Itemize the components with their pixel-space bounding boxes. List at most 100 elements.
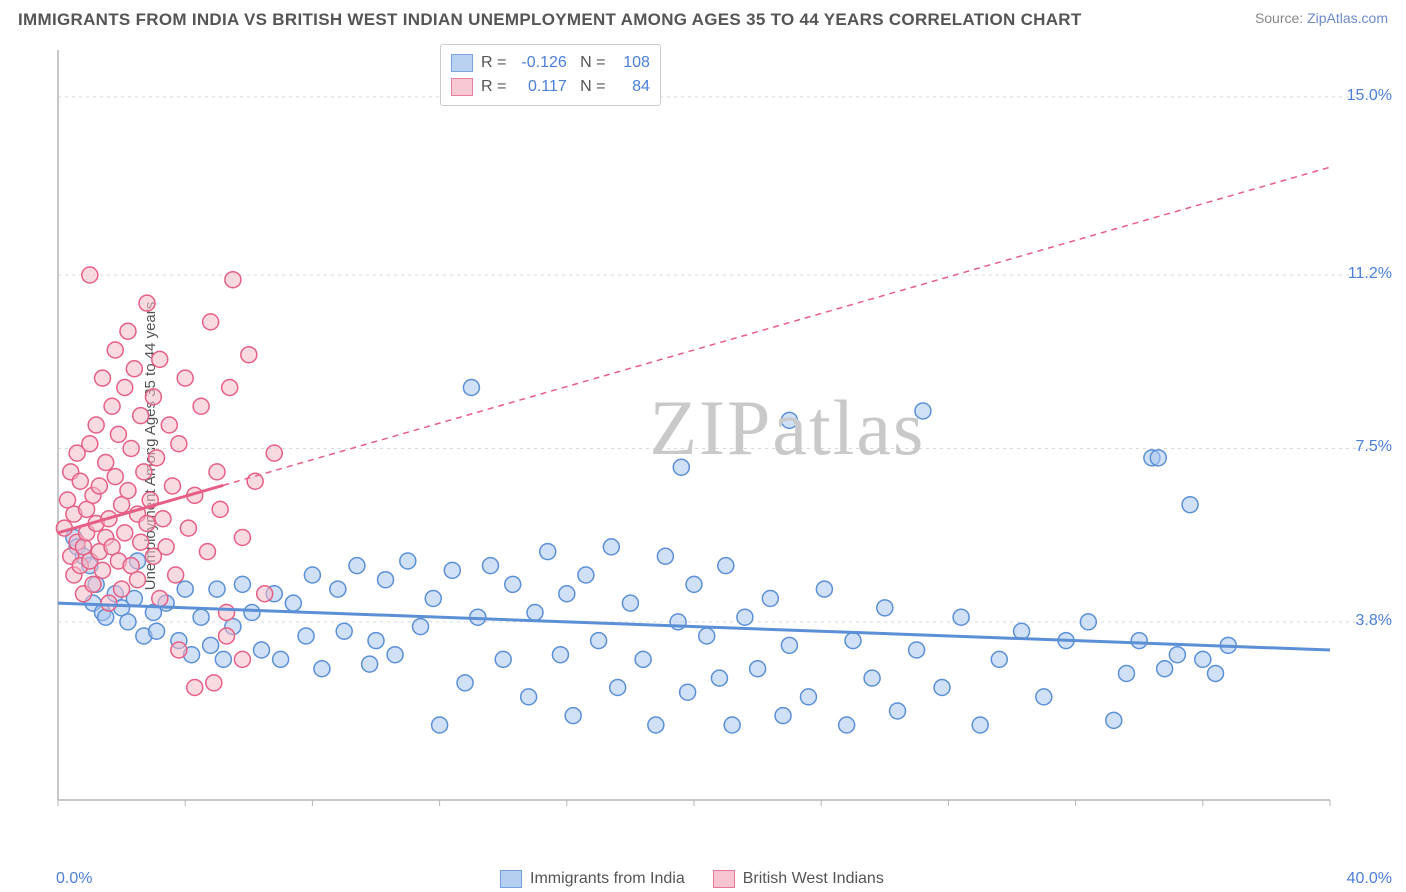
data-point (724, 717, 740, 733)
data-point (180, 520, 196, 536)
data-point (909, 642, 925, 658)
data-point (88, 417, 104, 433)
data-point (161, 417, 177, 433)
data-point (98, 609, 114, 625)
data-point (199, 544, 215, 560)
data-point (1036, 689, 1052, 705)
data-point (241, 347, 257, 363)
data-point (171, 642, 187, 658)
data-point (1157, 661, 1173, 677)
series-legend: Immigrants from India British West Indian… (500, 870, 884, 888)
data-point (591, 633, 607, 649)
data-point (845, 633, 861, 649)
data-point (699, 628, 715, 644)
data-point (622, 595, 638, 611)
data-point (82, 267, 98, 283)
data-point (244, 605, 260, 621)
data-point (552, 647, 568, 663)
legend-item: British West Indians (713, 870, 884, 888)
data-point (349, 558, 365, 574)
data-point (234, 576, 250, 592)
data-point (368, 633, 384, 649)
data-point (139, 295, 155, 311)
data-point (578, 567, 594, 583)
x-axis-max-label: 40.0% (1347, 870, 1392, 888)
data-point (95, 562, 111, 578)
data-point (1195, 651, 1211, 667)
data-point (98, 455, 114, 471)
data-point (915, 403, 931, 419)
data-point (991, 651, 1007, 667)
data-point (839, 717, 855, 733)
data-point (130, 572, 146, 588)
data-point (1150, 450, 1166, 466)
data-point (120, 614, 136, 630)
data-point (559, 586, 575, 602)
data-point (413, 619, 429, 635)
data-point (495, 651, 511, 667)
data-point (266, 445, 282, 461)
data-point (215, 651, 231, 667)
data-point (145, 389, 161, 405)
data-point (298, 628, 314, 644)
data-point (877, 600, 893, 616)
legend-row: R = 0.117 N = 84 (451, 75, 650, 99)
trendline (58, 603, 1330, 650)
data-point (362, 656, 378, 672)
data-point (203, 637, 219, 653)
chart-title: IMMIGRANTS FROM INDIA VS BRITISH WEST IN… (18, 10, 1082, 30)
data-point (762, 590, 778, 606)
source-attribution: Source: ZipAtlas.com (1255, 10, 1388, 26)
data-point (222, 380, 238, 396)
data-point (781, 637, 797, 653)
data-point (234, 651, 250, 667)
data-point (104, 398, 120, 414)
correlation-legend: R = -0.126 N = 108R = 0.117 N = 84 (440, 44, 661, 106)
data-point (781, 412, 797, 428)
chart-plot-area (50, 40, 1390, 840)
data-point (133, 534, 149, 550)
data-point (257, 586, 273, 602)
data-point (209, 581, 225, 597)
data-point (775, 708, 791, 724)
legend-swatch (451, 78, 473, 96)
data-point (432, 717, 448, 733)
data-point (177, 581, 193, 597)
legend-stats: R = 0.117 N = 84 (481, 78, 650, 96)
data-point (212, 501, 228, 517)
data-point (444, 562, 460, 578)
data-point (387, 647, 403, 663)
data-point (273, 651, 289, 667)
data-point (285, 595, 301, 611)
data-point (864, 670, 880, 686)
y-tick-label: 3.8% (1356, 612, 1392, 630)
data-point (107, 469, 123, 485)
legend-swatch (451, 54, 473, 72)
data-point (953, 609, 969, 625)
data-point (800, 689, 816, 705)
data-point (152, 590, 168, 606)
data-point (72, 473, 88, 489)
data-point (91, 478, 107, 494)
data-point (203, 314, 219, 330)
data-point (425, 590, 441, 606)
data-point (168, 567, 184, 583)
data-point (972, 717, 988, 733)
legend-item: Immigrants from India (500, 870, 685, 888)
data-point (463, 380, 479, 396)
legend-swatch (713, 870, 735, 888)
data-point (1014, 623, 1030, 639)
data-point (95, 370, 111, 386)
data-point (152, 351, 168, 367)
chart-svg (50, 40, 1390, 840)
data-point (330, 581, 346, 597)
data-point (1131, 633, 1147, 649)
data-point (1106, 712, 1122, 728)
data-point (540, 544, 556, 560)
data-point (225, 272, 241, 288)
data-point (149, 623, 165, 639)
data-point (110, 426, 126, 442)
data-point (378, 572, 394, 588)
data-point (139, 515, 155, 531)
data-point (686, 576, 702, 592)
